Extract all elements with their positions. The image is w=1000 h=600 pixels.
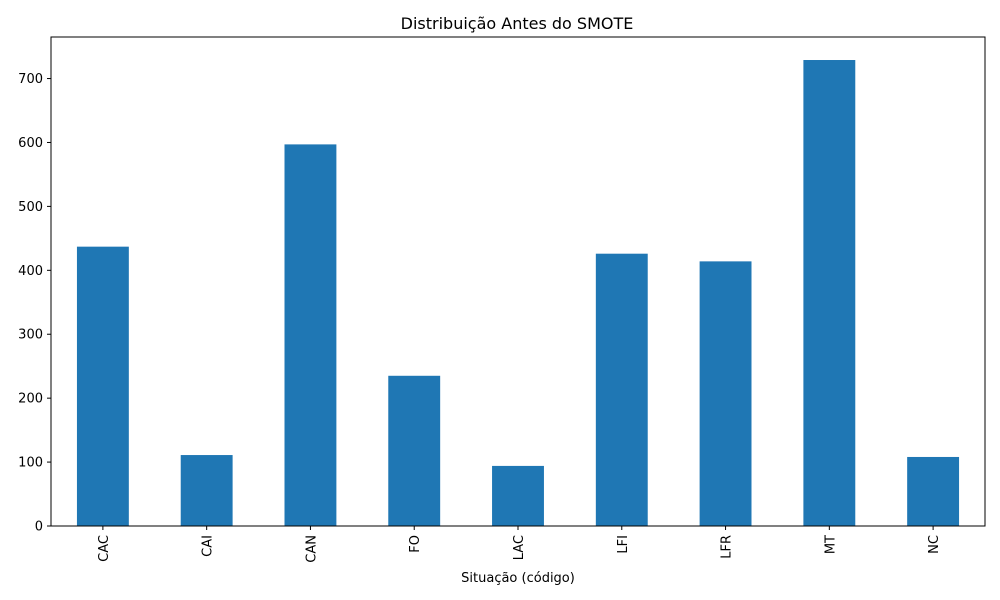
y-tick-label: 700	[18, 72, 43, 87]
plot-frame	[50, 36, 986, 527]
y-tick-label: 300	[18, 328, 43, 343]
x-tick-label: LFR	[720, 535, 735, 559]
bars-group	[76, 60, 960, 526]
y-tick-label: 200	[18, 392, 43, 407]
bar-lac	[492, 465, 544, 526]
y-tick-label: 500	[18, 200, 43, 215]
bar-lfi	[595, 253, 648, 526]
x-tick-label: FO	[408, 535, 423, 553]
x-tick-label: CAN	[304, 535, 319, 563]
bar-cai	[180, 455, 233, 526]
y-axis: 0 100 200 300 400 500 600 700	[18, 72, 51, 535]
x-tick-label: CAC	[97, 535, 112, 562]
x-tick-label: NC	[927, 535, 942, 554]
y-tick-label: 0	[35, 520, 43, 535]
x-axis: CAC CAI CAN FO LAC LFI LFR MT NC	[97, 526, 942, 563]
y-tick-label: 100	[18, 456, 43, 471]
bar-nc	[907, 456, 960, 526]
bar-cac	[76, 246, 129, 526]
bar-can	[284, 144, 337, 526]
bar-mt	[803, 60, 856, 526]
x-tick-label: LFI	[616, 535, 631, 554]
bar-lfr	[699, 261, 752, 526]
bar-fo	[388, 375, 441, 526]
x-axis-label: Situação (código)	[461, 571, 575, 586]
y-tick-label: 600	[18, 136, 43, 151]
x-tick-label: LAC	[512, 535, 527, 560]
x-tick-label: MT	[823, 535, 838, 554]
x-tick-label: CAI	[201, 535, 216, 557]
y-tick-label: 400	[18, 264, 43, 279]
chart-title: Distribuição Antes do SMOTE	[401, 14, 634, 33]
